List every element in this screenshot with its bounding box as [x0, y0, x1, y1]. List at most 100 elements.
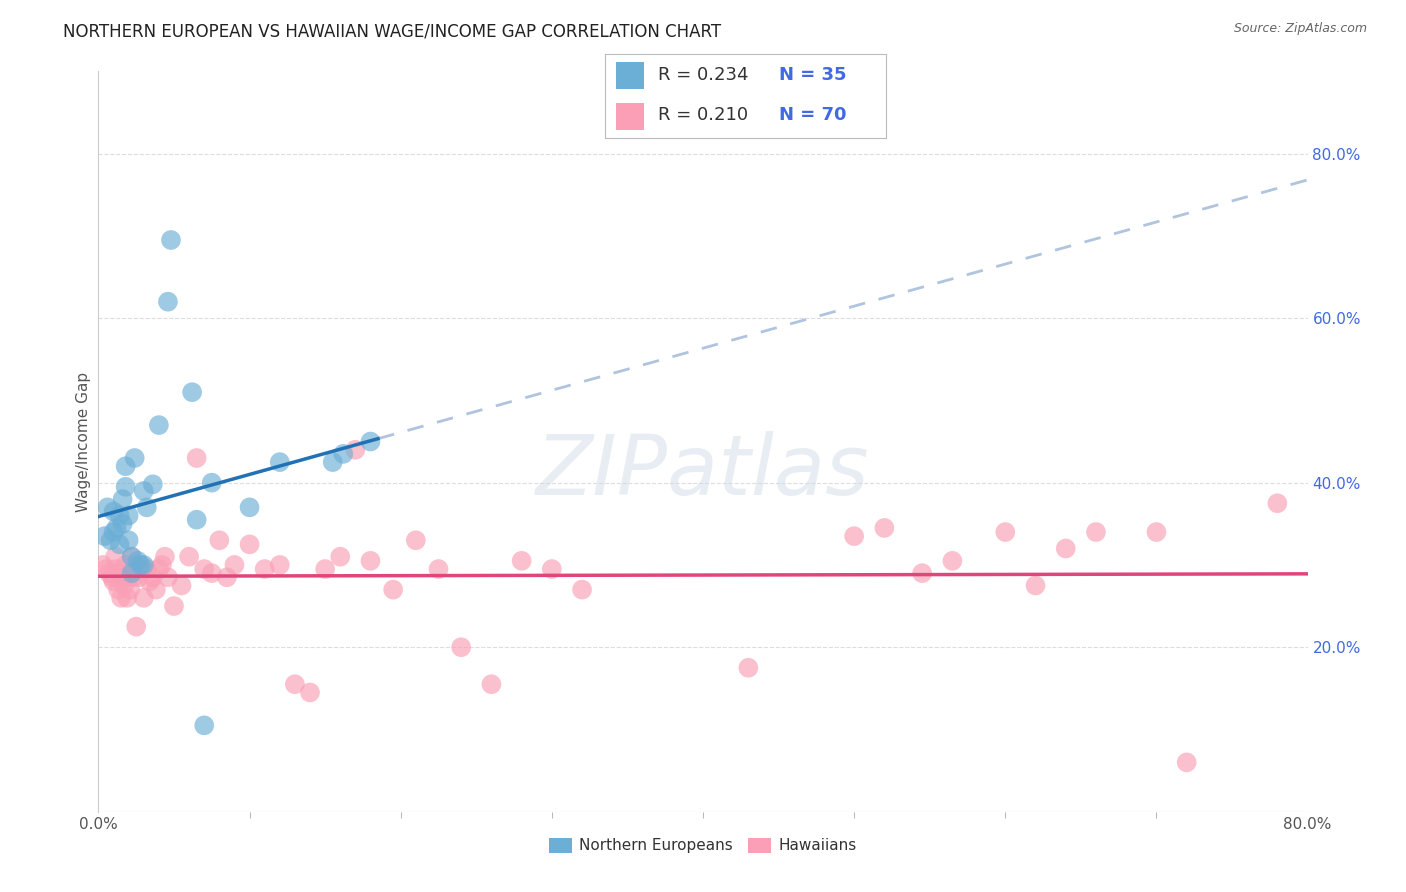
Point — [332, 447, 354, 461]
Point — [107, 582, 129, 597]
Point — [129, 562, 152, 576]
Point — [120, 582, 142, 597]
Point — [127, 562, 149, 576]
Text: Source: ZipAtlas.com: Source: ZipAtlas.com — [1233, 22, 1367, 36]
Point — [104, 549, 127, 564]
Point — [135, 500, 157, 515]
Point — [98, 566, 121, 581]
Point — [110, 591, 132, 605]
Point — [103, 524, 125, 539]
Point — [132, 483, 155, 498]
Point — [122, 570, 145, 584]
Point — [186, 450, 208, 465]
Point — [186, 513, 208, 527]
Point — [108, 508, 131, 523]
Point — [100, 533, 122, 548]
Point — [314, 562, 336, 576]
Point — [344, 442, 367, 457]
Point — [322, 455, 344, 469]
Point — [405, 533, 427, 548]
Point — [108, 566, 131, 581]
Point — [112, 578, 135, 592]
Point — [215, 570, 238, 584]
Y-axis label: Wage/Income Gap: Wage/Income Gap — [76, 371, 91, 512]
Point — [114, 480, 136, 494]
Point — [299, 685, 322, 699]
Point — [201, 475, 224, 490]
Point — [128, 570, 150, 584]
Point — [269, 558, 291, 572]
Point — [148, 418, 170, 433]
Point — [193, 562, 215, 576]
Point — [132, 591, 155, 605]
Point — [132, 558, 155, 572]
Point — [111, 570, 134, 584]
Text: N = 70: N = 70 — [779, 106, 846, 124]
Point — [427, 562, 450, 576]
Point — [329, 549, 352, 564]
Point — [139, 574, 162, 589]
Point — [145, 582, 167, 597]
Point — [1175, 756, 1198, 770]
Legend: Northern Europeans, Hawaiians: Northern Europeans, Hawaiians — [543, 831, 863, 860]
Point — [239, 537, 262, 551]
Text: R = 0.210: R = 0.210 — [658, 106, 748, 124]
Point — [1085, 524, 1108, 539]
Point — [124, 450, 146, 465]
Point — [93, 529, 115, 543]
Point — [1267, 496, 1289, 510]
Point — [115, 591, 138, 605]
Point — [1054, 541, 1077, 556]
Point — [510, 554, 533, 568]
Point — [1024, 578, 1046, 592]
Point — [111, 492, 134, 507]
Point — [941, 554, 963, 568]
Point — [142, 570, 165, 584]
Point — [103, 574, 125, 589]
Point — [114, 558, 136, 572]
Point — [360, 434, 382, 449]
Point — [224, 558, 246, 572]
Point — [540, 562, 562, 576]
Text: ZIPatlas: ZIPatlas — [536, 431, 870, 512]
Point — [994, 524, 1017, 539]
Point — [239, 500, 262, 515]
Point — [737, 661, 759, 675]
Point — [125, 619, 148, 633]
Point — [103, 504, 125, 518]
Point — [911, 566, 934, 581]
Point — [1144, 524, 1167, 539]
Point — [253, 562, 276, 576]
Point — [284, 677, 307, 691]
Point — [108, 537, 131, 551]
Point — [201, 566, 224, 581]
Point — [105, 521, 128, 535]
Point — [118, 570, 141, 584]
Point — [450, 640, 472, 655]
Point — [156, 294, 179, 309]
Point — [193, 718, 215, 732]
Point — [101, 570, 124, 584]
Point — [121, 549, 143, 564]
Text: NORTHERN EUROPEAN VS HAWAIIAN WAGE/INCOME GAP CORRELATION CHART: NORTHERN EUROPEAN VS HAWAIIAN WAGE/INCOM… — [63, 22, 721, 40]
Text: N = 35: N = 35 — [779, 66, 846, 84]
Point — [135, 562, 157, 576]
Point — [179, 549, 201, 564]
Point — [160, 233, 183, 247]
Point — [105, 562, 128, 576]
Point — [481, 677, 503, 691]
FancyBboxPatch shape — [616, 62, 644, 89]
Point — [153, 549, 176, 564]
Text: R = 0.234: R = 0.234 — [658, 66, 748, 84]
Point — [844, 529, 866, 543]
Point — [118, 508, 141, 523]
Point — [150, 558, 173, 572]
Point — [111, 516, 134, 531]
Point — [360, 554, 382, 568]
Point — [142, 477, 165, 491]
Point — [571, 582, 593, 597]
Point — [121, 566, 143, 581]
Point — [170, 578, 193, 592]
Point — [129, 558, 152, 572]
Point — [148, 562, 170, 576]
